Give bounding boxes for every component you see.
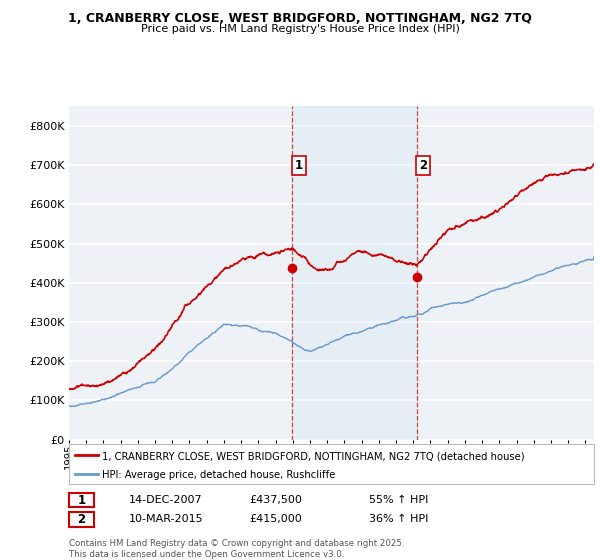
Text: £415,000: £415,000	[249, 514, 302, 524]
Text: 36% ↑ HPI: 36% ↑ HPI	[369, 514, 428, 524]
Text: HPI: Average price, detached house, Rushcliffe: HPI: Average price, detached house, Rush…	[102, 470, 335, 480]
Text: 2: 2	[419, 158, 427, 172]
Text: 1: 1	[77, 493, 86, 507]
Text: £437,500: £437,500	[249, 494, 302, 505]
Text: 55% ↑ HPI: 55% ↑ HPI	[369, 494, 428, 505]
Text: 10-MAR-2015: 10-MAR-2015	[129, 514, 203, 524]
Text: 1, CRANBERRY CLOSE, WEST BRIDGFORD, NOTTINGHAM, NG2 7TQ (detached house): 1, CRANBERRY CLOSE, WEST BRIDGFORD, NOTT…	[102, 451, 525, 461]
Text: Contains HM Land Registry data © Crown copyright and database right 2025.
This d: Contains HM Land Registry data © Crown c…	[69, 539, 404, 559]
Text: 1, CRANBERRY CLOSE, WEST BRIDGFORD, NOTTINGHAM, NG2 7TQ: 1, CRANBERRY CLOSE, WEST BRIDGFORD, NOTT…	[68, 12, 532, 25]
Text: Price paid vs. HM Land Registry's House Price Index (HPI): Price paid vs. HM Land Registry's House …	[140, 24, 460, 34]
Text: 2: 2	[77, 513, 86, 526]
Text: 14-DEC-2007: 14-DEC-2007	[129, 494, 203, 505]
Text: 1: 1	[295, 158, 303, 172]
Bar	[292, 106, 416, 440]
